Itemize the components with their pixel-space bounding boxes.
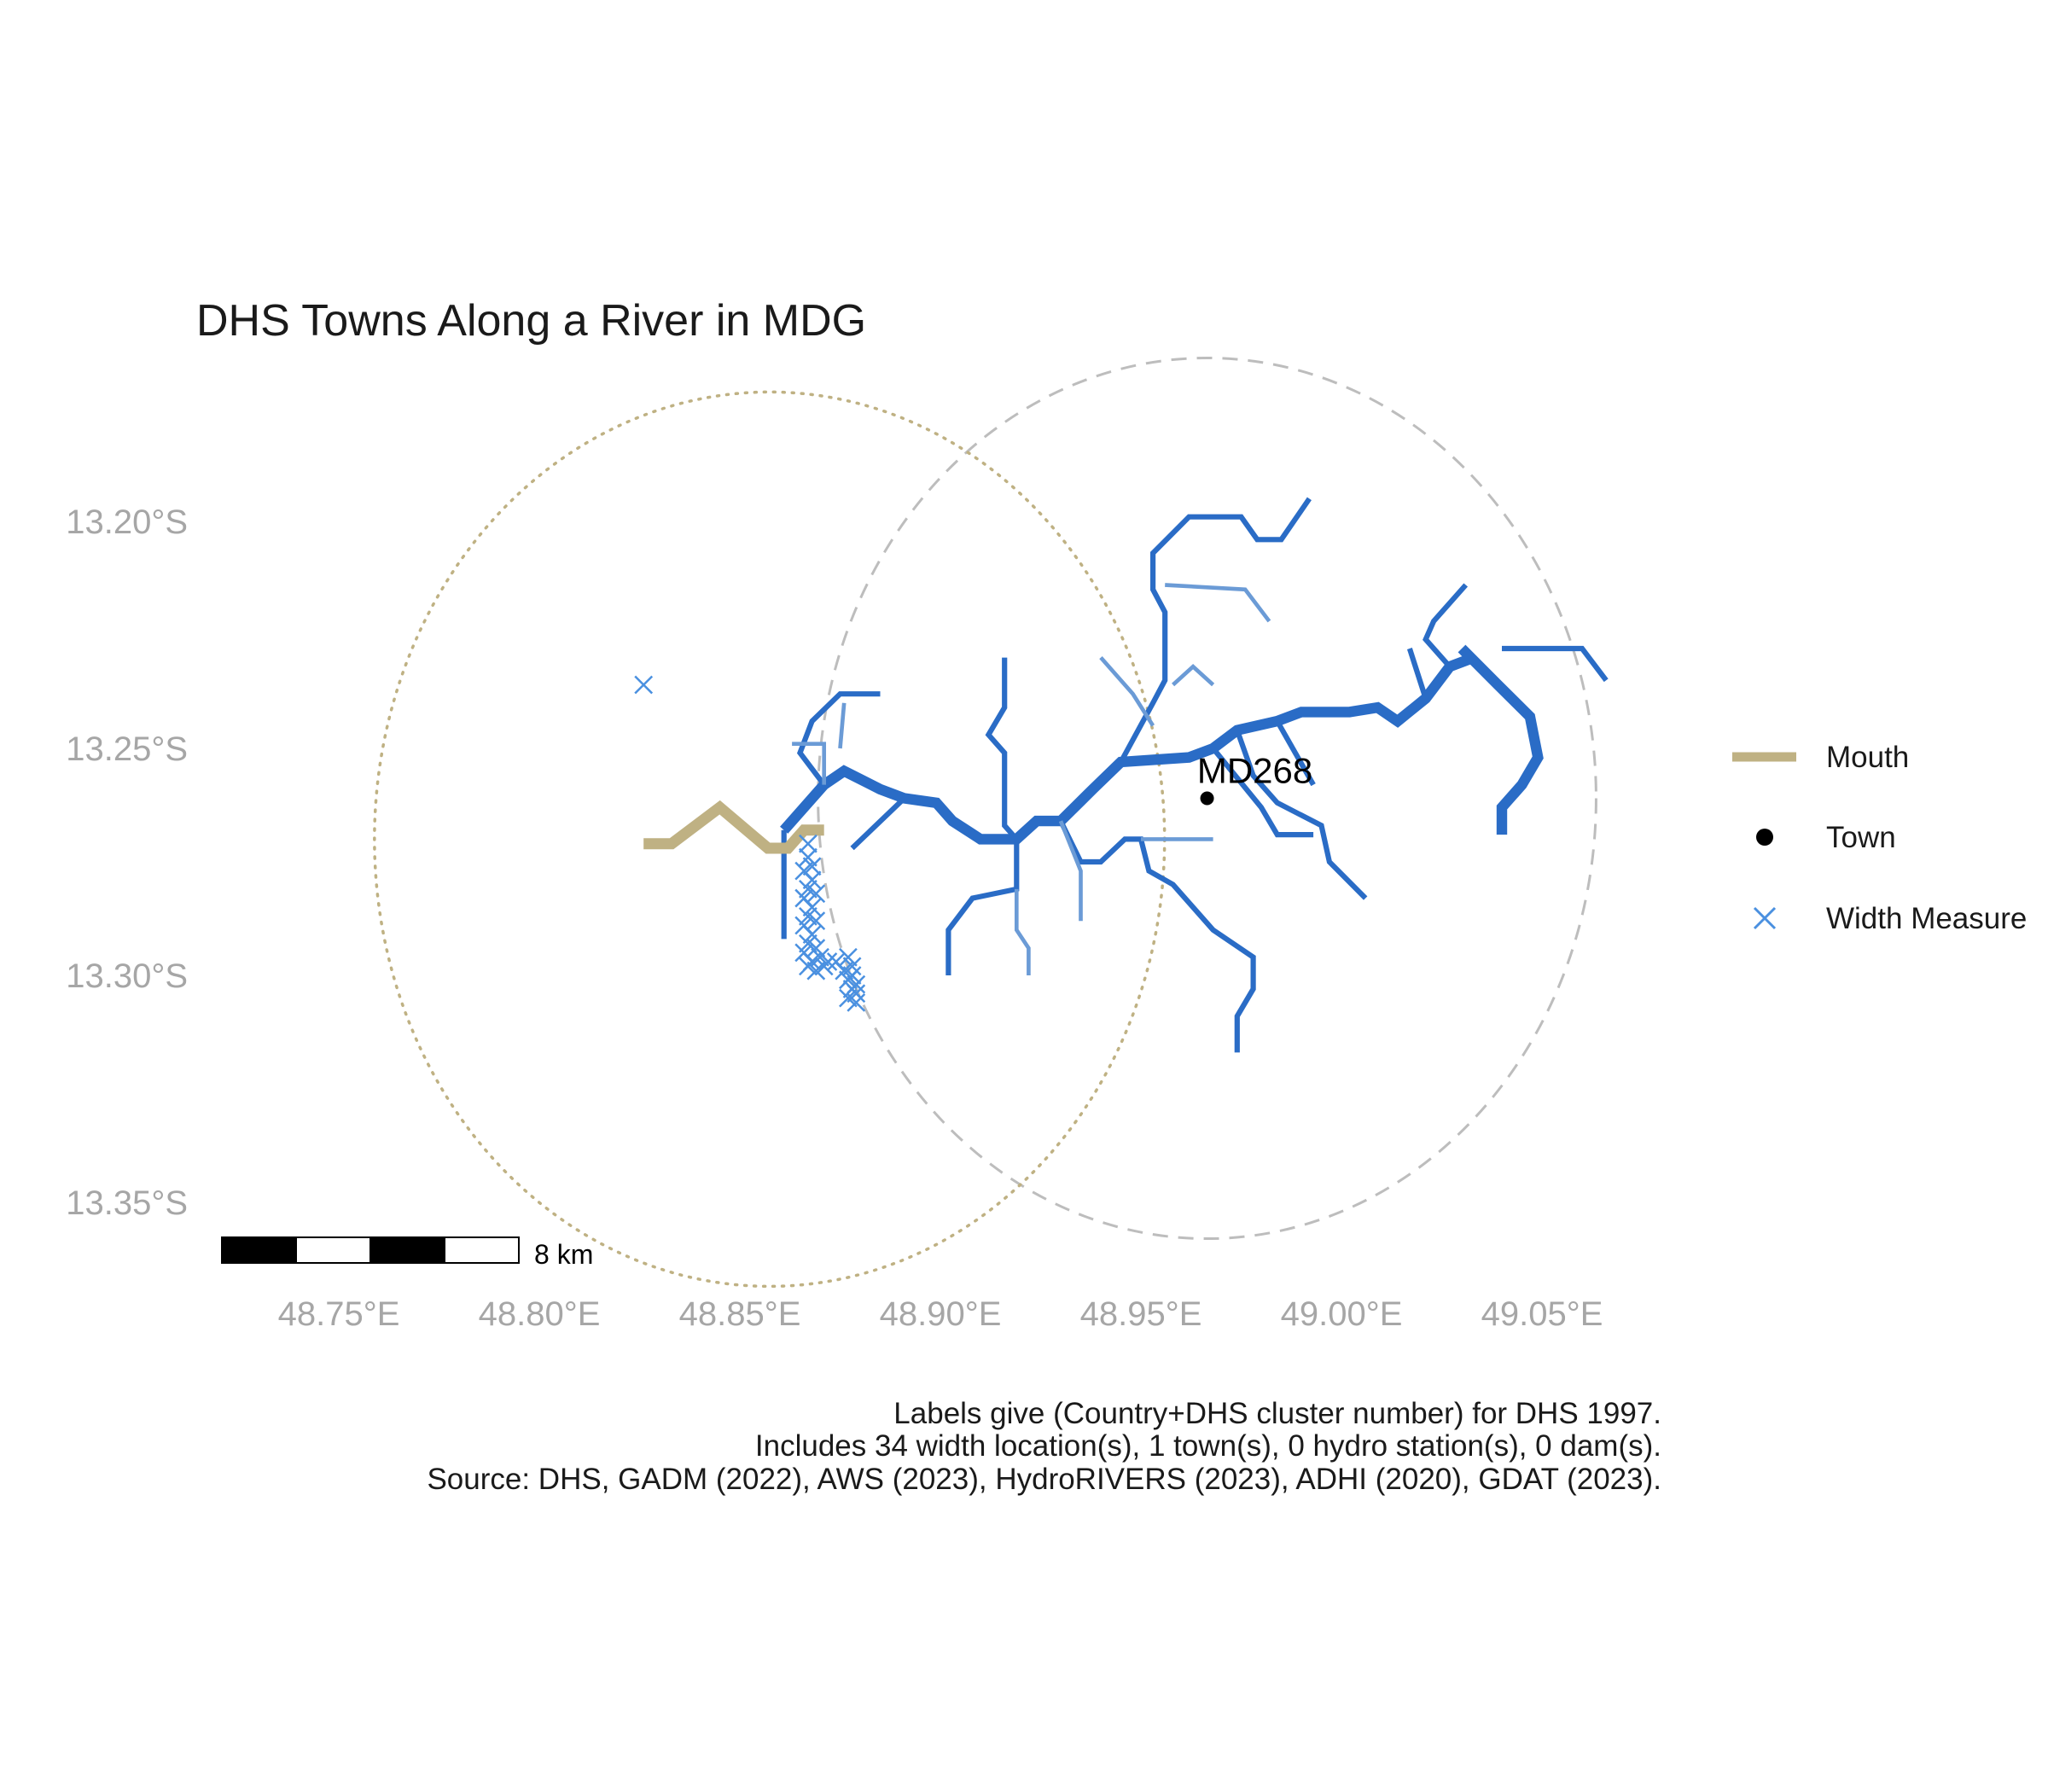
y-tick-label-2: 13.30°S xyxy=(66,957,188,995)
x-tick-label-0: 48.75°E xyxy=(278,1295,400,1333)
town-label-0: MD268 xyxy=(1197,751,1312,791)
river-segment-4 xyxy=(850,796,906,851)
width-measure-marker-1 xyxy=(799,834,817,853)
width-measure-marker-11 xyxy=(806,911,826,931)
x-tick-label-2: 48.85°E xyxy=(679,1295,801,1333)
river-segment-15 xyxy=(1014,888,1031,975)
width-measure-marker-5 xyxy=(802,870,822,890)
width-measure-marker-33 xyxy=(814,957,834,976)
river-segment-9 xyxy=(1211,747,1314,838)
river-segment-13 xyxy=(1423,583,1469,669)
width-measure-marker-7 xyxy=(806,884,826,904)
river-segment-0 xyxy=(780,652,1476,845)
river-segment-19 xyxy=(1172,664,1215,687)
scale-bar-label: 8 km xyxy=(534,1239,593,1270)
river-segment-3 xyxy=(796,691,881,787)
x-tick-label-6: 49.05°E xyxy=(1481,1295,1603,1333)
legend-mouth-label: Mouth xyxy=(1826,741,1909,774)
river-segment-16 xyxy=(1058,820,1083,922)
river-segment-14 xyxy=(1502,645,1609,683)
width-measure-marker-2 xyxy=(799,847,817,867)
caption-line-2: Includes 34 width location(s), 1 town(s)… xyxy=(755,1429,1661,1463)
x-tick-label-5: 49.00°E xyxy=(1281,1295,1403,1333)
mouth-segment-line xyxy=(643,800,824,854)
river-segment-10 xyxy=(1234,729,1368,900)
river-segment-21 xyxy=(792,742,827,785)
width-measure-points xyxy=(634,675,866,1012)
river-segment-18 xyxy=(1099,656,1155,727)
town-points: MD268 xyxy=(1197,751,1312,806)
scale-bar-segment-3 xyxy=(369,1236,445,1264)
town-buffer-circle-0 xyxy=(817,356,1597,1241)
town-point-0 xyxy=(1200,791,1214,806)
scale-bar: 8 km xyxy=(221,1236,593,1270)
river-segment-12 xyxy=(1406,648,1428,700)
river-segment-20 xyxy=(1165,583,1271,623)
scale-bar-segment-2 xyxy=(295,1236,371,1264)
x-tick-label-1: 48.80°E xyxy=(479,1295,601,1333)
y-axis-ticks: 13.20°S 13.25°S 13.30°S 13.35°S xyxy=(66,503,188,1222)
river-mouth-segment xyxy=(643,800,824,854)
legend-width-label: Width Measure xyxy=(1826,902,2027,935)
legend-town-label: Town xyxy=(1826,821,1896,854)
y-tick-label-1: 13.25°S xyxy=(66,730,188,768)
mouth-buffer-circle-1 xyxy=(373,390,1167,1289)
river-segment-11 xyxy=(1275,719,1316,787)
scale-bar-segment-4 xyxy=(444,1236,520,1264)
y-tick-label-3: 13.35°S xyxy=(66,1184,188,1222)
width-measure-marker-9 xyxy=(802,898,822,917)
river-segment-22 xyxy=(838,702,847,749)
width-measure-marker-30 xyxy=(847,993,866,1012)
buffer-circles xyxy=(373,356,1597,1289)
river-segment-5 xyxy=(985,657,1019,841)
river-segment-1 xyxy=(1457,644,1544,835)
width-measure-marker-13 xyxy=(802,925,822,945)
caption: Labels give (Country+DHS cluster number)… xyxy=(427,1397,1661,1496)
legend-width-symbol xyxy=(1753,906,1777,930)
legend: Mouth Town Width Measure xyxy=(1732,741,2027,935)
width-measure-marker-15 xyxy=(806,939,826,957)
legend-town-symbol xyxy=(1756,829,1773,846)
width-measure-marker-21 xyxy=(839,947,858,967)
river-segment-8 xyxy=(1058,819,1256,1053)
scale-bar-segment-1 xyxy=(221,1236,297,1264)
river-segment-7 xyxy=(1118,497,1312,764)
y-tick-label-0: 13.20°S xyxy=(66,503,188,541)
river-network xyxy=(780,497,1609,1053)
map-title: DHS Towns Along a River in MDG xyxy=(196,296,866,346)
width-measure-marker-0 xyxy=(634,675,654,695)
x-tick-label-3: 48.90°E xyxy=(880,1295,1002,1333)
x-tick-label-4: 48.95°E xyxy=(1080,1295,1202,1333)
caption-line-3: Source: DHS, GADM (2022), AWS (2023), Hy… xyxy=(427,1463,1661,1496)
x-axis-ticks: 48.75°E 48.80°E 48.85°E 48.90°E 48.95°E 49.00… xyxy=(278,1295,1603,1333)
river-segment-6 xyxy=(945,839,1020,975)
caption-line-1: Labels give (Country+DHS cluster number)… xyxy=(893,1397,1661,1430)
